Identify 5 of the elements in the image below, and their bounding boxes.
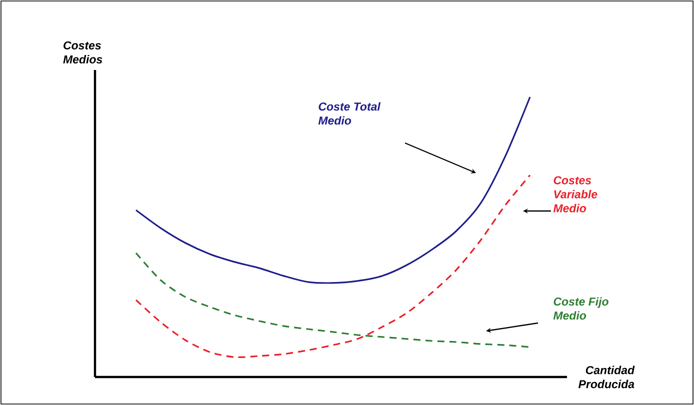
text: Coste Total Medio bbox=[318, 102, 381, 125]
y-axis-title: Costes Medios bbox=[63, 41, 102, 64]
x-axis-title: Cantidad Producida bbox=[578, 366, 635, 388]
text: Coste Fijo Medio bbox=[553, 297, 608, 320]
text: Costes Variable Medio bbox=[553, 176, 598, 212]
